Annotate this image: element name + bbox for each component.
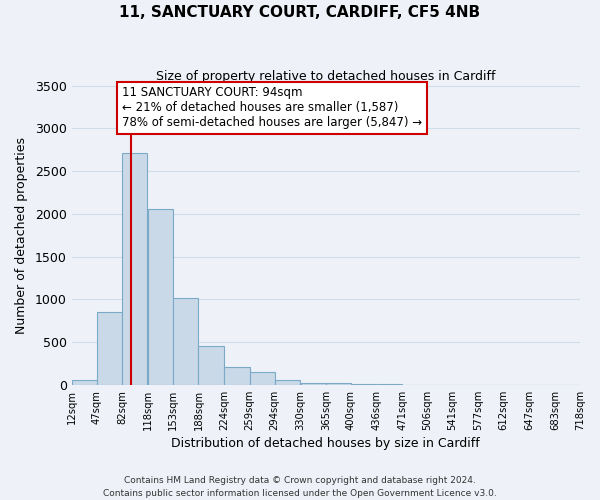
Bar: [199, 346, 224, 385]
Bar: [71, 380, 97, 385]
Bar: [301, 382, 326, 385]
Title: Size of property relative to detached houses in Cardiff: Size of property relative to detached ho…: [156, 70, 496, 83]
Bar: [250, 372, 275, 385]
Bar: [351, 384, 376, 385]
Text: Contains HM Land Registry data © Crown copyright and database right 2024.
Contai: Contains HM Land Registry data © Crown c…: [103, 476, 497, 498]
Bar: [275, 380, 300, 385]
Y-axis label: Number of detached properties: Number of detached properties: [15, 136, 28, 334]
Text: 11 SANCTUARY COURT: 94sqm
← 21% of detached houses are smaller (1,587)
78% of se: 11 SANCTUARY COURT: 94sqm ← 21% of detac…: [122, 86, 422, 130]
X-axis label: Distribution of detached houses by size in Cardiff: Distribution of detached houses by size …: [172, 437, 480, 450]
Bar: [326, 383, 351, 385]
Bar: [173, 298, 199, 385]
Bar: [224, 367, 250, 385]
Bar: [97, 312, 122, 385]
Bar: [122, 153, 147, 385]
Text: 11, SANCTUARY COURT, CARDIFF, CF5 4NB: 11, SANCTUARY COURT, CARDIFF, CF5 4NB: [119, 5, 481, 20]
Bar: [148, 208, 173, 385]
